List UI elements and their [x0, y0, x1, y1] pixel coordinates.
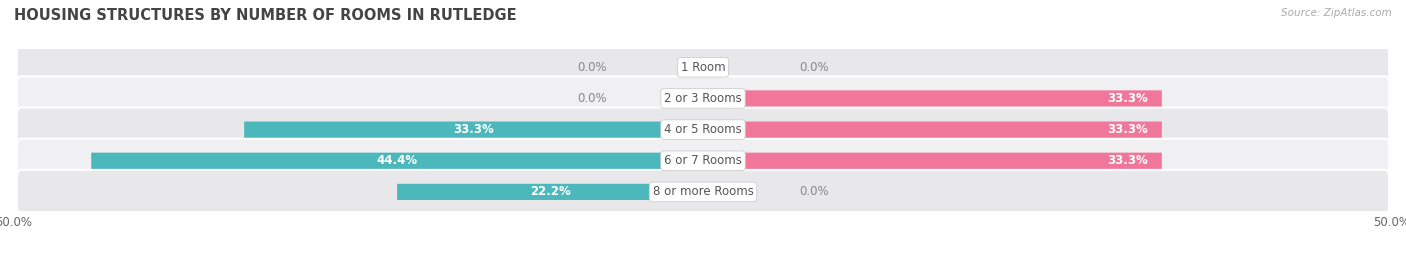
Text: 33.3%: 33.3%: [453, 123, 494, 136]
FancyBboxPatch shape: [703, 59, 724, 75]
Text: 0.0%: 0.0%: [800, 185, 830, 198]
FancyBboxPatch shape: [682, 90, 703, 107]
Text: 6 or 7 Rooms: 6 or 7 Rooms: [664, 154, 742, 167]
Text: 44.4%: 44.4%: [377, 154, 418, 167]
Text: 2 or 3 Rooms: 2 or 3 Rooms: [664, 92, 742, 105]
Text: 33.3%: 33.3%: [1107, 92, 1147, 105]
FancyBboxPatch shape: [703, 90, 1161, 107]
FancyBboxPatch shape: [17, 170, 1389, 214]
Legend: Owner-occupied, Renter-occupied: Owner-occupied, Renter-occupied: [575, 266, 831, 270]
FancyBboxPatch shape: [17, 76, 1389, 121]
Text: Source: ZipAtlas.com: Source: ZipAtlas.com: [1281, 8, 1392, 18]
Text: 22.2%: 22.2%: [530, 185, 571, 198]
FancyBboxPatch shape: [682, 59, 703, 75]
Text: 0.0%: 0.0%: [800, 61, 830, 74]
Text: 0.0%: 0.0%: [576, 61, 606, 74]
FancyBboxPatch shape: [17, 45, 1389, 89]
FancyBboxPatch shape: [703, 184, 724, 200]
FancyBboxPatch shape: [396, 184, 703, 200]
FancyBboxPatch shape: [17, 107, 1389, 152]
Text: 1 Room: 1 Room: [681, 61, 725, 74]
Text: 4 or 5 Rooms: 4 or 5 Rooms: [664, 123, 742, 136]
Text: 33.3%: 33.3%: [1107, 154, 1147, 167]
FancyBboxPatch shape: [703, 153, 1161, 169]
Text: HOUSING STRUCTURES BY NUMBER OF ROOMS IN RUTLEDGE: HOUSING STRUCTURES BY NUMBER OF ROOMS IN…: [14, 8, 516, 23]
Text: 33.3%: 33.3%: [1107, 123, 1147, 136]
Text: 8 or more Rooms: 8 or more Rooms: [652, 185, 754, 198]
FancyBboxPatch shape: [17, 139, 1389, 183]
FancyBboxPatch shape: [91, 153, 703, 169]
Text: 0.0%: 0.0%: [576, 92, 606, 105]
FancyBboxPatch shape: [245, 122, 703, 138]
FancyBboxPatch shape: [703, 122, 1161, 138]
